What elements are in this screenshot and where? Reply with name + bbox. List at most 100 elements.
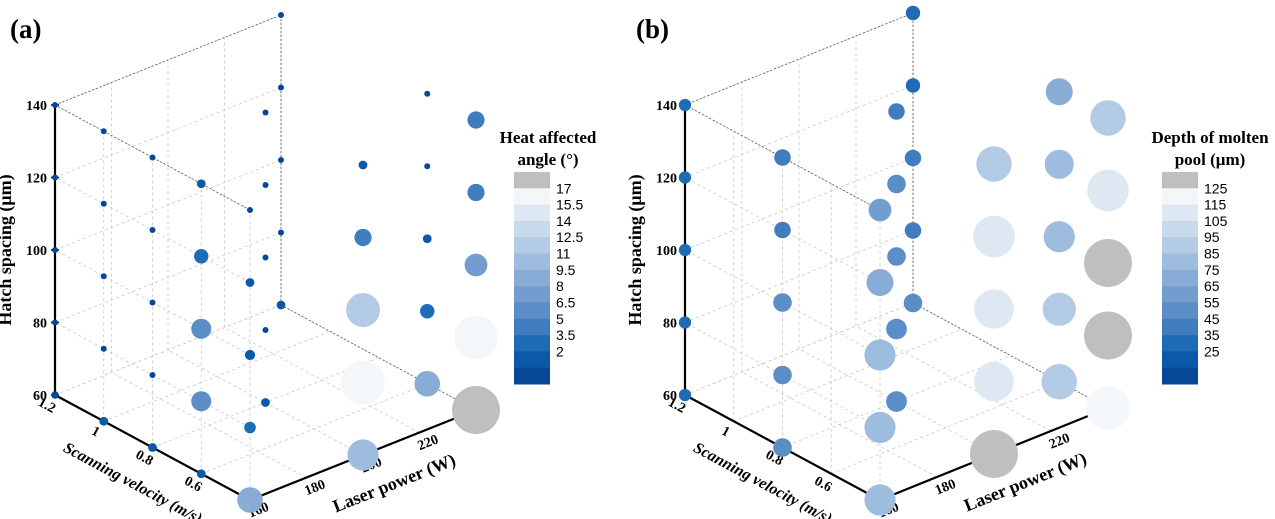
data-point xyxy=(247,207,253,213)
colorbar-swatch xyxy=(1162,286,1198,303)
floor-grid-line xyxy=(224,327,420,433)
data-point xyxy=(262,182,269,188)
data-point xyxy=(887,174,906,194)
colorbar-tick-label: 105 xyxy=(1204,213,1228,229)
data-point xyxy=(191,391,212,412)
colorbar-swatch xyxy=(1162,302,1198,320)
colorbar-swatch xyxy=(514,351,550,369)
z-tick-label: 60 xyxy=(33,389,47,404)
data-point xyxy=(149,227,156,233)
data-point xyxy=(414,370,441,397)
colorbar-tick-label: 25 xyxy=(1204,343,1220,359)
data-point xyxy=(467,183,485,202)
data-point xyxy=(244,421,256,434)
data-point xyxy=(1045,78,1073,106)
data-point xyxy=(452,386,500,434)
data-point xyxy=(237,487,263,513)
data-point xyxy=(347,439,379,471)
data-point xyxy=(341,360,385,405)
y-tick-label: 0.6 xyxy=(182,474,205,496)
y-tick-label: 0.6 xyxy=(812,474,835,496)
floor-grid-line xyxy=(103,330,330,422)
colorbar-swatch xyxy=(1162,204,1198,222)
data-point xyxy=(52,319,58,326)
data-point xyxy=(774,149,791,166)
data-point xyxy=(149,372,156,378)
data-point xyxy=(903,293,923,313)
y-tick-label: 1 xyxy=(719,424,732,441)
z-axis-title: Hatch spacing (μm) xyxy=(625,174,646,325)
data-point xyxy=(424,163,431,170)
data-point xyxy=(1042,292,1076,326)
data-point xyxy=(905,5,921,21)
data-point xyxy=(1084,311,1132,360)
data-point xyxy=(864,484,896,516)
data-point xyxy=(864,339,896,371)
z-tick-label: 120 xyxy=(26,172,47,187)
data-point xyxy=(52,247,58,253)
data-point xyxy=(262,327,269,333)
colorbar-tick-label: 12.5 xyxy=(556,229,583,245)
colorbar-swatch xyxy=(514,220,550,238)
colorbar-swatch xyxy=(514,286,550,303)
colorbar-tick-label: 11 xyxy=(556,246,571,262)
data-point xyxy=(194,249,209,264)
colorbar-tick-label: 2 xyxy=(556,343,564,359)
data-point xyxy=(886,318,907,340)
y-tick-label: 1.2 xyxy=(665,395,688,417)
data-point xyxy=(905,78,921,93)
data-point xyxy=(278,84,284,91)
box-edge xyxy=(280,304,477,411)
data-point xyxy=(196,179,206,189)
x-tick-label: 220 xyxy=(416,432,441,454)
data-point xyxy=(678,98,692,112)
data-point xyxy=(149,154,156,161)
data-point xyxy=(276,300,286,310)
data-point xyxy=(974,289,1014,329)
colorbar-swatch xyxy=(1162,188,1198,206)
colorbar-tick-label: 115 xyxy=(1204,197,1227,213)
colorbar-swatch xyxy=(514,172,550,189)
colorbar-swatch xyxy=(1162,237,1198,255)
z-tick-label: 100 xyxy=(26,244,47,259)
floor-grid-line xyxy=(855,325,1052,432)
data-point xyxy=(278,12,284,18)
colorbar-tick-label: 125 xyxy=(1204,180,1228,196)
panel-a-label: (a) xyxy=(10,14,42,44)
right-wall-grid-line xyxy=(54,159,282,251)
data-point xyxy=(1087,169,1129,212)
data-point xyxy=(1044,149,1074,179)
data-point xyxy=(191,318,212,339)
box-edge xyxy=(54,104,251,211)
data-point xyxy=(1043,221,1075,253)
data-point xyxy=(346,293,380,327)
colorbar-tick-label: 75 xyxy=(1204,262,1220,278)
colorbar-title: Heat affected xyxy=(500,128,597,147)
data-point xyxy=(52,174,58,181)
data-point xyxy=(149,299,156,306)
colorbar-tick-label: 6.5 xyxy=(556,294,576,310)
y-tick-label: 1.2 xyxy=(35,395,58,417)
data-point xyxy=(773,293,792,312)
z-tick-label: 140 xyxy=(26,99,47,114)
colorbar-tick-label: 95 xyxy=(1204,229,1220,245)
colorbar-tick-label: 35 xyxy=(1204,327,1220,343)
z-axis-title: Hatch spacing (μm) xyxy=(0,174,16,325)
data-point xyxy=(100,273,107,280)
data-point xyxy=(678,171,692,184)
floor-grid-line xyxy=(684,302,914,396)
colorbar-tick-label: 14 xyxy=(556,213,572,229)
data-point xyxy=(52,102,58,108)
colorbar-tick-label: 65 xyxy=(1204,278,1220,294)
y-tick-label: 0.8 xyxy=(133,448,156,470)
box-edge xyxy=(684,104,881,211)
data-point xyxy=(245,278,255,287)
data-point xyxy=(774,221,791,239)
z-tick-label: 100 xyxy=(656,244,677,259)
data-point xyxy=(973,215,1015,258)
colorbar-tick-label: 9.5 xyxy=(556,262,576,278)
colorbar-swatch xyxy=(514,253,550,271)
